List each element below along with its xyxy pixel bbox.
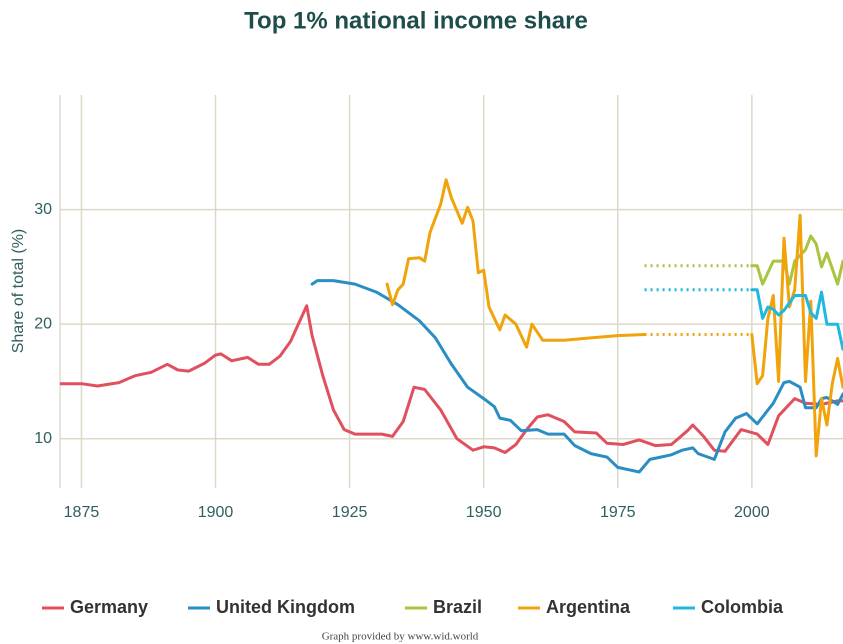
line-series	[310, 279, 843, 474]
x-tick-label: 1875	[64, 504, 100, 521]
footer: Graph provided by www.wid.world	[322, 631, 479, 643]
x-tick-label: 1900	[198, 504, 234, 521]
y-tick-label: 10	[34, 430, 52, 447]
line-series	[385, 178, 647, 349]
x-tick-label: 1925	[332, 504, 368, 521]
legend: Germany United Kingdom Brazil Argentina Colo…	[42, 597, 784, 617]
legend-label: Argentina	[546, 597, 631, 617]
x-tick-label: 2000	[734, 504, 770, 521]
legend-label: Colombia	[701, 597, 784, 617]
legend-label: Germany	[70, 597, 148, 617]
line-series	[750, 288, 843, 351]
line-series	[60, 304, 843, 454]
line-series	[750, 213, 843, 458]
legend-label: United Kingdom	[216, 597, 355, 617]
y-tick-label: 30	[34, 201, 52, 218]
plot-area	[60, 178, 843, 474]
x-tick-label: 1975	[600, 504, 636, 521]
x-tick-label: 1950	[466, 504, 502, 521]
grid: 1875 1900 1925 1950 1975 2000 10 20 30	[34, 95, 843, 521]
y-tick-label: 20	[34, 315, 52, 332]
chart-title: Top 1% national income share	[244, 7, 588, 34]
legend-label: Brazil	[433, 597, 482, 617]
y-axis-label: Share of total (%)	[10, 229, 27, 354]
